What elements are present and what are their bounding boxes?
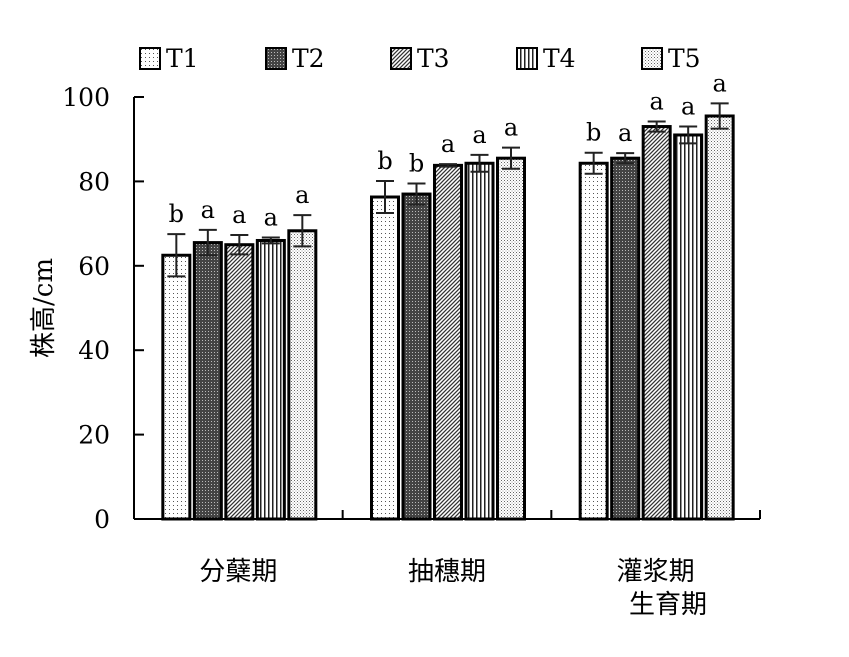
legend-swatch [516, 47, 538, 70]
significance-label: a [201, 196, 215, 224]
bar [610, 156, 641, 521]
x-tick-label: 抽穗期 [408, 557, 486, 587]
x-tick-label: 灌浆期 [617, 557, 695, 587]
bar [673, 133, 704, 521]
significance-label: a [618, 119, 632, 147]
y-tick-label: 80 [78, 167, 110, 196]
legend: T1 T2 T3 T4 T5 [139, 44, 701, 73]
significance-label: a [504, 114, 518, 142]
y-axis: 0 20 40 60 80 100 [62, 83, 144, 534]
bar [287, 229, 318, 521]
bar [578, 161, 609, 521]
significance-label: b [377, 147, 392, 175]
significance-label: a [232, 201, 246, 229]
legend-swatch [641, 47, 663, 70]
x-tick-label: 分蘖期 [199, 557, 277, 587]
significance-label: a [713, 69, 727, 97]
legend-label: T1 [166, 44, 199, 73]
y-tick-label: 100 [62, 83, 110, 112]
y-tick-label: 40 [78, 336, 110, 365]
legend-label: T4 [543, 44, 576, 73]
significance-label: a [441, 130, 455, 158]
bar [401, 192, 432, 521]
significance-label: b [169, 200, 184, 228]
bars: b a a aab ba a a b aa aa [161, 69, 735, 521]
bar [224, 243, 255, 521]
significance-label: a [650, 87, 664, 115]
bar [433, 163, 463, 521]
legend-swatch [139, 47, 161, 70]
legend-swatch [265, 47, 287, 70]
legend-label: T5 [668, 44, 701, 73]
bar [255, 238, 286, 521]
significance-label: a [681, 93, 695, 121]
significance-label: a [472, 121, 486, 149]
legend-label: T2 [292, 44, 325, 73]
bar [192, 241, 223, 521]
bar [704, 114, 735, 521]
significance-label: b [586, 119, 601, 147]
bar [496, 156, 526, 521]
y-tick-label: 20 [78, 421, 110, 450]
bar [464, 161, 495, 521]
y-axis-label: 株高/cm [29, 258, 59, 358]
x-tick-labels: 分蘖期 抽穗期 灌浆期 [199, 557, 694, 587]
legend-label: T3 [417, 44, 450, 73]
bar [161, 253, 192, 521]
y-tick-label: 60 [78, 252, 110, 281]
significance-label: a [295, 181, 309, 209]
significance-label: b [409, 150, 424, 178]
bar [641, 125, 672, 521]
legend-swatch [390, 47, 412, 70]
significance-label: a [264, 204, 278, 232]
y-tick-label: 0 [94, 505, 110, 534]
x-axis-label: 生育期 [629, 590, 707, 620]
bar [370, 195, 400, 521]
